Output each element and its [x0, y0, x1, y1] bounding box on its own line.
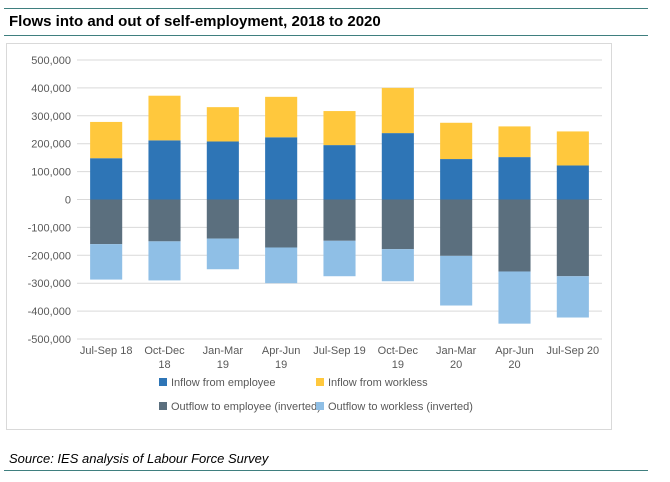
x-tick-label: Apr-Jun 19: [262, 345, 301, 371]
bar-segment: [265, 199, 298, 248]
bar-segment: [206, 199, 239, 239]
x-tick-label: Oct-Dec 19: [378, 345, 419, 371]
bar-segment: [323, 145, 356, 200]
bar-segment: [265, 96, 298, 138]
legend-label: Outflow to employee (inverted): [171, 401, 321, 413]
x-tick-label: Jul-Sep 20: [547, 345, 600, 357]
bar-segment: [90, 121, 123, 159]
bar-segment: [323, 199, 356, 241]
bar-segment: [90, 244, 123, 280]
bar-segment: [148, 241, 181, 281]
x-tick-label: Apr-Jun 20: [495, 345, 534, 371]
title-rule: [4, 35, 648, 36]
x-tick-label: Oct-Dec 18: [144, 345, 185, 371]
x-tick-label-line: Jul-Sep 19: [313, 345, 366, 357]
bar-segment: [556, 199, 589, 277]
bar-segment: [556, 165, 589, 200]
bar-segment: [148, 140, 181, 200]
bar-segment: [90, 158, 123, 200]
y-tick-label: 0: [65, 195, 71, 207]
x-tick-label-line: Oct-Dec: [378, 345, 419, 357]
y-tick-label: -400,000: [28, 306, 71, 318]
y-tick-label: 300,000: [31, 111, 71, 123]
y-tick-label: 200,000: [31, 139, 71, 151]
x-tick-label-line: 19: [217, 359, 229, 371]
bar-segment: [265, 247, 298, 284]
bar-segment: [498, 157, 531, 200]
bar-segment: [323, 111, 356, 146]
y-tick-label: 400,000: [31, 83, 71, 95]
bar-segment: [90, 199, 123, 245]
bar-segment: [498, 271, 531, 324]
bar-segment: [381, 249, 414, 282]
bar-segment: [440, 159, 473, 200]
bar-segment: [148, 95, 181, 141]
x-tick-label: Jan-Mar 19: [203, 345, 244, 371]
y-tick-label: 100,000: [31, 167, 71, 179]
chart-frame: 500,000 400,000 300,000 200,000 100,000 0 -100…: [6, 43, 612, 430]
top-rule: [4, 8, 648, 9]
bar-segment: [148, 199, 181, 242]
legend-swatch: [159, 378, 167, 386]
bar-segment: [206, 238, 239, 270]
chart: 500,000 400,000 300,000 200,000 100,000 0 -100…: [28, 55, 602, 413]
bar-segment: [323, 240, 356, 277]
x-tick-label-line: Apr-Jun: [495, 345, 534, 357]
bar-segment: [498, 126, 531, 158]
x-tick-label-line: Jan-Mar: [436, 345, 477, 357]
x-tick-label: Jan-Mar 20: [436, 345, 477, 371]
x-tick-label-line: Jul-Sep 20: [547, 345, 600, 357]
x-tick-label-line: Jul-Sep 18: [80, 345, 133, 357]
bar-segment: [265, 137, 298, 200]
bar-segment: [440, 199, 473, 256]
bar-segment: [381, 87, 414, 134]
y-tick-label: -200,000: [28, 250, 71, 262]
bar-segment: [556, 131, 589, 166]
legend-label: Outflow to workless (inverted): [328, 401, 473, 413]
x-tick-label-line: 18: [158, 359, 170, 371]
y-tick-label: 500,000: [31, 55, 71, 67]
y-tick-label: -500,000: [28, 334, 71, 346]
bar-segment: [206, 107, 239, 142]
legend-swatch: [316, 402, 324, 410]
bar-segment: [381, 199, 414, 250]
bar-segment: [381, 133, 414, 200]
x-tick-label: Jul-Sep 18: [80, 345, 133, 357]
x-tick-label-line: 20: [450, 359, 462, 371]
bar-segment: [440, 255, 473, 306]
bar-segment: [440, 122, 473, 160]
y-tick-label: -100,000: [28, 222, 71, 234]
x-tick-label-line: 20: [508, 359, 520, 371]
legend-label: Inflow from employee: [171, 377, 276, 389]
bar-segment: [556, 276, 589, 318]
bar-segment: [206, 141, 239, 200]
legend-swatch: [316, 378, 324, 386]
bar-segment: [498, 199, 531, 272]
x-tick-label: Jul-Sep 19: [313, 345, 366, 357]
x-tick-label-line: Apr-Jun: [262, 345, 301, 357]
source-note: Source: IES analysis of Labour Force Sur…: [9, 451, 269, 466]
y-tick-label: -300,000: [28, 278, 71, 290]
chart-title: Flows into and out of self-employment, 2…: [9, 13, 381, 30]
x-tick-label-line: 19: [275, 359, 287, 371]
legend-label: Inflow from workless: [328, 377, 428, 389]
x-tick-label-line: Jan-Mar: [203, 345, 244, 357]
legend-swatch: [159, 402, 167, 410]
x-tick-label-line: Oct-Dec: [144, 345, 185, 357]
bottom-rule: [4, 470, 648, 471]
x-tick-label-line: 19: [392, 359, 404, 371]
